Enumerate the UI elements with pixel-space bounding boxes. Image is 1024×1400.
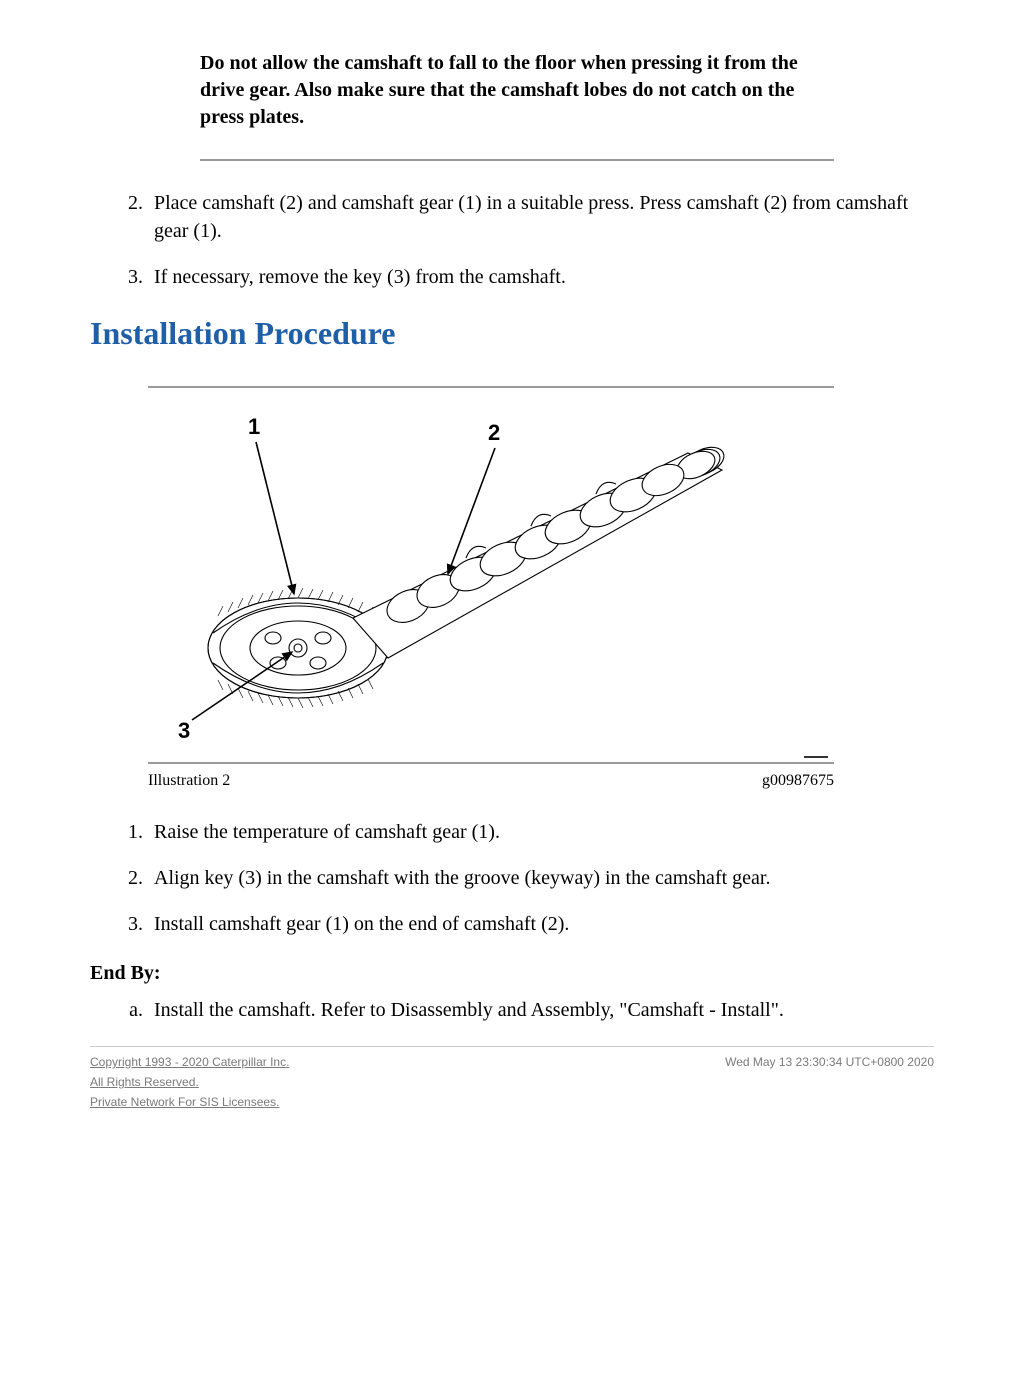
end-by-heading: End By: [90, 962, 934, 985]
divider [148, 762, 834, 764]
footer-timestamp: Wed May 13 23:30:34 UTC+0800 2020 [725, 1055, 934, 1115]
list-item: Install camshaft gear (1) on the end of … [148, 910, 934, 938]
illustration-caption: Illustration 2 g00987675 [148, 772, 834, 790]
list-item: Install the camshaft. Refer to Disassemb… [148, 999, 934, 1022]
removal-steps-list: Place camshaft (2) and camshaft gear (1)… [90, 189, 934, 291]
caption-left: Illustration 2 [148, 772, 230, 790]
footer-network[interactable]: Private Network For SIS Licensees. [90, 1095, 289, 1109]
page-footer: Copyright 1993 - 2020 Caterpillar Inc. A… [90, 1055, 934, 1115]
figure-block: 1 2 3 Illustration 2 g00987675 [148, 386, 834, 790]
end-by-list: Install the camshaft. Refer to Disassemb… [90, 999, 934, 1022]
divider [148, 386, 834, 388]
list-item: Place camshaft (2) and camshaft gear (1)… [148, 189, 934, 245]
footer-separator [90, 1046, 934, 1047]
list-item: Align key (3) in the camshaft with the g… [148, 864, 934, 892]
warning-block: Do not allow the camshaft to fall to the… [200, 50, 834, 161]
list-item: Raise the temperature of camshaft gear (… [148, 818, 934, 846]
footer-rights[interactable]: All Rights Reserved. [90, 1075, 289, 1089]
warning-text: Do not allow the camshaft to fall to the… [200, 50, 834, 131]
footer-copyright[interactable]: Copyright 1993 - 2020 Caterpillar Inc. [90, 1055, 289, 1069]
install-steps-list: Raise the temperature of camshaft gear (… [90, 818, 934, 938]
list-item: If necessary, remove the key (3) from th… [148, 263, 934, 291]
corner-mark [804, 756, 828, 758]
section-heading: Installation Procedure [90, 315, 934, 352]
caption-right: g00987675 [762, 772, 834, 790]
camshaft-illustration: 1 2 3 [148, 398, 834, 754]
divider [200, 159, 834, 161]
